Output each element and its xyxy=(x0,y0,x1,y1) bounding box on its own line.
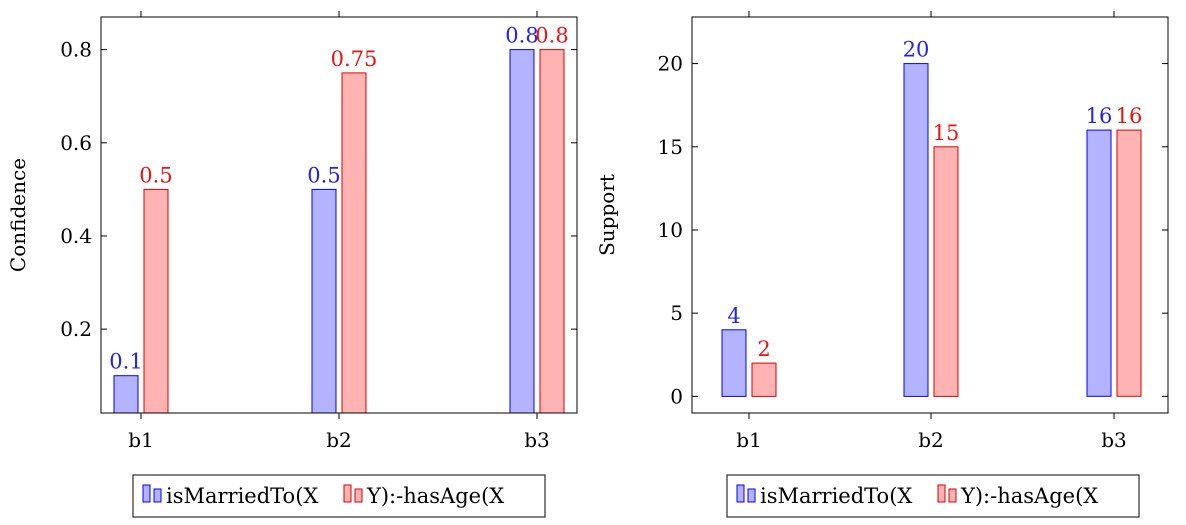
x-tick-label-b1: b1 xyxy=(736,428,762,452)
y-tick-label: 15 xyxy=(658,135,683,159)
support-chart: 4 20 16 2 15 16 0 5 10 15 20 b1 b2 b3 Support isMarried… xyxy=(595,11,1169,518)
legend-label-series1: isMarriedTo(X xyxy=(760,484,912,508)
y-axis-label: Support xyxy=(595,174,619,256)
x-tick-label-b2: b2 xyxy=(326,428,352,452)
data-label-series2-b1: 2 xyxy=(757,337,770,361)
bar-series1-b2 xyxy=(311,188,337,414)
data-label-series2-b1: 0.5 xyxy=(139,163,172,187)
legend-swatch-series1 xyxy=(142,484,151,503)
y-tick-label: 0.8 xyxy=(60,38,92,62)
data-label-series2-b2: 15 xyxy=(933,121,960,145)
legend-label-series2: Y):-hasAge(X xyxy=(366,484,504,508)
legend-swatch-series2 xyxy=(354,488,363,503)
legend-label-series2: Y):-hasAge(X xyxy=(960,484,1098,508)
data-label-series2-b3: 0.8 xyxy=(535,24,568,48)
bar-series1-b1 xyxy=(113,375,139,414)
data-label-series1-b1: 0.1 xyxy=(109,350,142,374)
plot-frame xyxy=(100,16,578,414)
bar-series2-b1 xyxy=(751,362,777,397)
bar-series2-b1 xyxy=(143,188,169,414)
confidence-chart: 0.1 0.5 0.8 0.5 0.75 0.8 0.2 0.4 0.6 0.8 b1 b2 b3 Con… xyxy=(6,11,578,518)
x-tick-label-b3: b3 xyxy=(524,428,550,452)
data-label-series1-b3: 16 xyxy=(1086,104,1113,128)
bar-series1-b3 xyxy=(509,49,535,414)
y-tick-label: 0.6 xyxy=(60,131,92,155)
x-tick-label-b1: b1 xyxy=(128,428,154,452)
bar-series2-b2 xyxy=(341,72,367,414)
data-label-series1-b1: 4 xyxy=(727,304,740,328)
data-label-series1-b3: 0.8 xyxy=(505,24,538,48)
plot-frame xyxy=(691,16,1169,414)
y-tick-label: 0.2 xyxy=(60,317,92,341)
y-tick-label: 0.4 xyxy=(60,224,92,248)
legend-box xyxy=(132,474,546,518)
data-label-series1-b2: 0.5 xyxy=(307,163,340,187)
bar-series1-b3 xyxy=(1086,129,1112,397)
data-label-series2-b2: 0.75 xyxy=(331,47,378,71)
bar-series2-b3 xyxy=(1116,129,1142,397)
x-tick-label-b3: b3 xyxy=(1101,428,1127,452)
bar-series1-b1 xyxy=(721,329,747,397)
y-tick-label: 5 xyxy=(670,301,683,325)
bar-series2-b2 xyxy=(933,146,959,397)
data-label-series2-b3: 16 xyxy=(1116,104,1143,128)
legend-swatch-series2 xyxy=(343,484,352,503)
y-axis-label: Confidence xyxy=(6,158,30,272)
legend-swatch-series2 xyxy=(948,488,957,503)
data-label-series1-b2: 20 xyxy=(903,38,930,62)
legend-swatch-series2 xyxy=(937,484,946,503)
y-tick-label: 20 xyxy=(658,52,683,76)
x-tick-label-b2: b2 xyxy=(918,428,944,452)
bar-series2-b3 xyxy=(539,49,565,414)
y-tick-label: 0 xyxy=(670,384,683,408)
legend-swatch-series1 xyxy=(747,488,756,503)
y-tick-label: 10 xyxy=(658,218,683,242)
bar-series1-b2 xyxy=(903,63,929,397)
legend-swatch-series1 xyxy=(153,488,162,503)
legend-label-series1: isMarriedTo(X xyxy=(166,484,318,508)
legend-box xyxy=(726,474,1140,518)
legend-swatch-series1 xyxy=(736,484,745,503)
